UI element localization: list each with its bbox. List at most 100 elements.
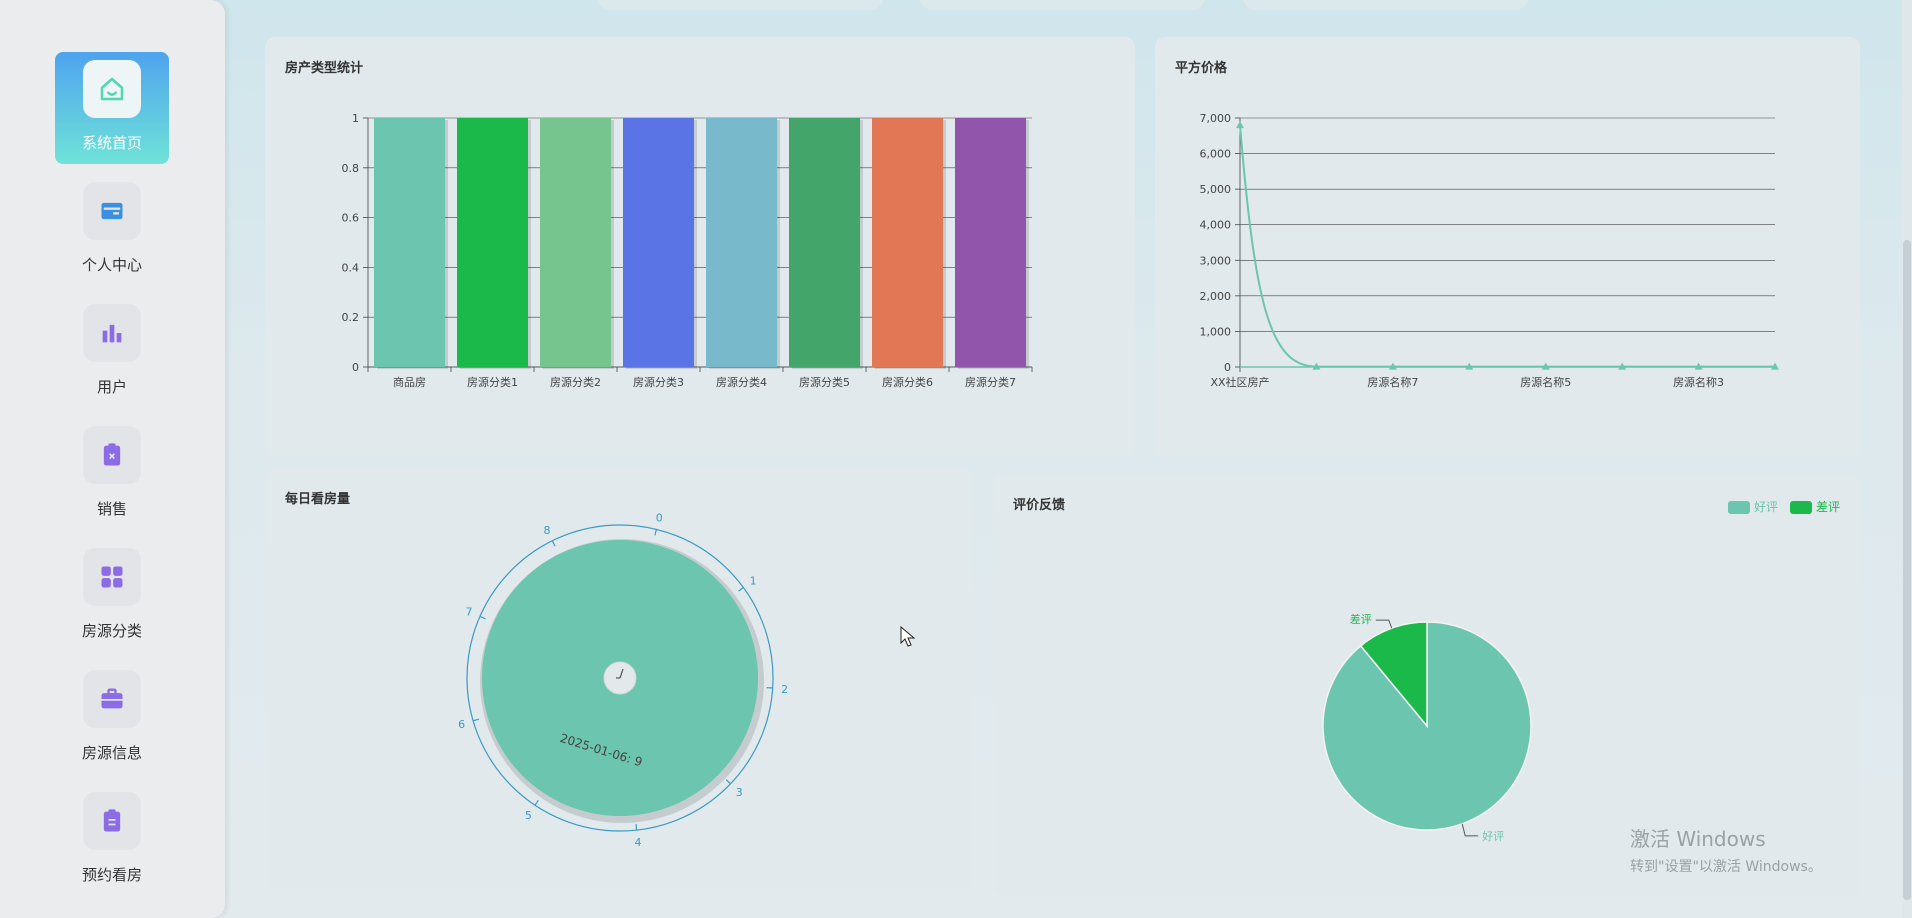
data-point <box>1388 362 1397 370</box>
gauge-axis-label: 3 <box>736 786 743 799</box>
daily-viewings-panel: 每日看房量 0 1 2 3 4 5 6 7 8 2025-01-06: 9 <box>265 468 973 888</box>
y-tick-label: 0.8 <box>342 162 360 175</box>
data-point <box>1541 362 1550 370</box>
legend-item-good[interactable]: 好评 <box>1727 498 1778 515</box>
sidebar-item-label: 个人中心 <box>81 256 142 274</box>
sidebar-item-booking[interactable]: 预约看房 <box>55 784 169 896</box>
x-tick-label: 房源分类1 <box>467 375 518 389</box>
windows-activation-watermark: 激活 Windows 转到"设置"以激活 Windows。 <box>1630 823 1822 876</box>
gauge-tick <box>534 799 539 806</box>
card-icon <box>83 182 141 240</box>
sidebar-item-profile[interactable]: 个人中心 <box>55 174 169 286</box>
y-tick-label: 7,000 <box>1200 112 1232 125</box>
panel-title: 房产类型统计 <box>285 61 364 76</box>
gauge-tick <box>725 779 731 785</box>
sidebar-item-label: 预约看房 <box>81 866 142 884</box>
panel-title: 每日看房量 <box>285 492 351 507</box>
y-tick-label: 0.2 <box>342 311 360 324</box>
sidebar: 系统首页 个人中心 用户 销售 房源分类 房源信息 预约看房 <box>0 0 225 918</box>
gauge-axis-label: 6 <box>458 718 465 731</box>
x-tick-label: XX社区房产 <box>1210 375 1269 389</box>
x-tick-label: 房源分类3 <box>633 375 684 389</box>
x-tick-label: 房源名称7 <box>1367 375 1418 389</box>
data-point <box>1312 362 1321 370</box>
sidebar-item-label: 房源信息 <box>81 744 142 762</box>
x-tick-label: 商品房 <box>393 375 426 389</box>
square-price-line-chart: 0 1,000 2,000 3,000 4,000 5,000 6,000 7,000 XX社区… <box>1200 112 1779 389</box>
sidebar-item-label: 销售 <box>96 500 127 518</box>
pie-label-line <box>1461 823 1479 837</box>
panel-title: 平方价格 <box>1175 61 1228 76</box>
gauge-axis-ring <box>466 524 774 832</box>
y-tick-label: 2,000 <box>1200 290 1232 303</box>
square-price-panel: 平方价格 0 1,000 2,000 3,000 4,000 5,000 6,000 7,00… <box>1155 37 1860 457</box>
gauge-tick <box>479 615 486 620</box>
sidebar-item-house-info[interactable]: 房源信息 <box>55 662 169 774</box>
data-point <box>1465 362 1474 370</box>
gauge-axis-label: 2 <box>781 683 788 696</box>
bar <box>706 118 777 367</box>
y-tick-label: 3,000 <box>1200 254 1232 267</box>
legend-item-bad[interactable]: 差评 <box>1789 498 1840 515</box>
gauge-axis-label: 4 <box>634 836 641 849</box>
pie-slice <box>1359 621 1428 729</box>
data-point <box>1694 362 1703 370</box>
house-type-panel: 房产类型统计 0 0.2 0.4 0.6 0.8 1 商品房 房源分类1 房源分类2 房源分类3 房… <box>265 37 1135 457</box>
top-card <box>920 0 1205 10</box>
gauge-tick <box>738 587 744 592</box>
scrollbar[interactable] <box>1902 0 1912 918</box>
feedback-panel: 评价反馈 好评 差评 好评 差评 <box>993 474 1860 896</box>
gauge-pointer <box>619 668 624 679</box>
x-tick-label: 房源名称5 <box>1520 375 1571 389</box>
gauge-tick <box>635 824 638 831</box>
panel-title: 评价反馈 <box>1013 498 1066 513</box>
bar <box>374 118 445 367</box>
feedback-pie-chart: 好评 差评 <box>1322 612 1532 843</box>
home-icon <box>83 60 141 118</box>
sidebar-item-label: 用户 <box>96 378 127 396</box>
data-point <box>1618 362 1627 370</box>
gauge-tick <box>472 718 480 722</box>
gauge-tick <box>551 540 556 547</box>
x-tick-label: 房源分类5 <box>799 375 850 389</box>
mouse-cursor-icon <box>900 626 916 647</box>
scrollbar-thumb[interactable] <box>1903 240 1911 900</box>
house-type-bar-chart: 0 0.2 0.4 0.6 0.8 1 商品房 房源分类1 房源分类2 房源分类3 房源分类4 房源分… <box>342 112 1033 389</box>
sidebar-item-home[interactable]: 系统首页 <box>55 52 169 164</box>
series-line <box>1239 125 1775 368</box>
grid-icon <box>83 548 141 606</box>
clipboard-list-icon <box>83 792 141 850</box>
pie-label-line <box>1375 619 1393 629</box>
clipboard-x-icon <box>83 426 141 484</box>
y-tick-label: 0 <box>352 361 359 374</box>
gauge-axis-label: 0 <box>656 512 663 525</box>
pie-label: 好评 <box>1482 829 1504 843</box>
top-card <box>1243 0 1528 10</box>
data-point <box>1236 121 1244 129</box>
y-tick-label: 1 <box>352 112 359 125</box>
gauge-axis-label: 1 <box>750 574 757 587</box>
x-tick-label: 房源名称3 <box>1673 375 1724 389</box>
x-tick-label: 房源分类6 <box>882 375 933 389</box>
y-tick-label: 6,000 <box>1200 148 1232 161</box>
bar-chart-icon <box>83 304 141 362</box>
gauge-axis-label: 7 <box>465 606 472 619</box>
pie-label: 差评 <box>1350 612 1372 626</box>
gauge-tick <box>654 529 657 536</box>
briefcase-icon <box>83 670 141 728</box>
top-card <box>598 0 883 10</box>
y-tick-label: 5,000 <box>1200 183 1232 196</box>
bar <box>540 118 611 367</box>
sidebar-item-house-category[interactable]: 房源分类 <box>55 540 169 652</box>
sidebar-item-label: 系统首页 <box>81 134 142 152</box>
sidebar-item-sales[interactable]: 销售 <box>55 418 169 530</box>
y-tick-label: 0 <box>1224 361 1231 374</box>
bar <box>789 118 860 367</box>
gauge-axis-label: 5 <box>525 809 532 822</box>
sidebar-item-users[interactable]: 用户 <box>55 296 169 408</box>
watermark-line1: 激活 Windows <box>1630 827 1766 851</box>
bar <box>623 118 694 367</box>
y-tick-label: 0.4 <box>342 261 360 274</box>
y-tick-label: 0.6 <box>342 212 360 225</box>
